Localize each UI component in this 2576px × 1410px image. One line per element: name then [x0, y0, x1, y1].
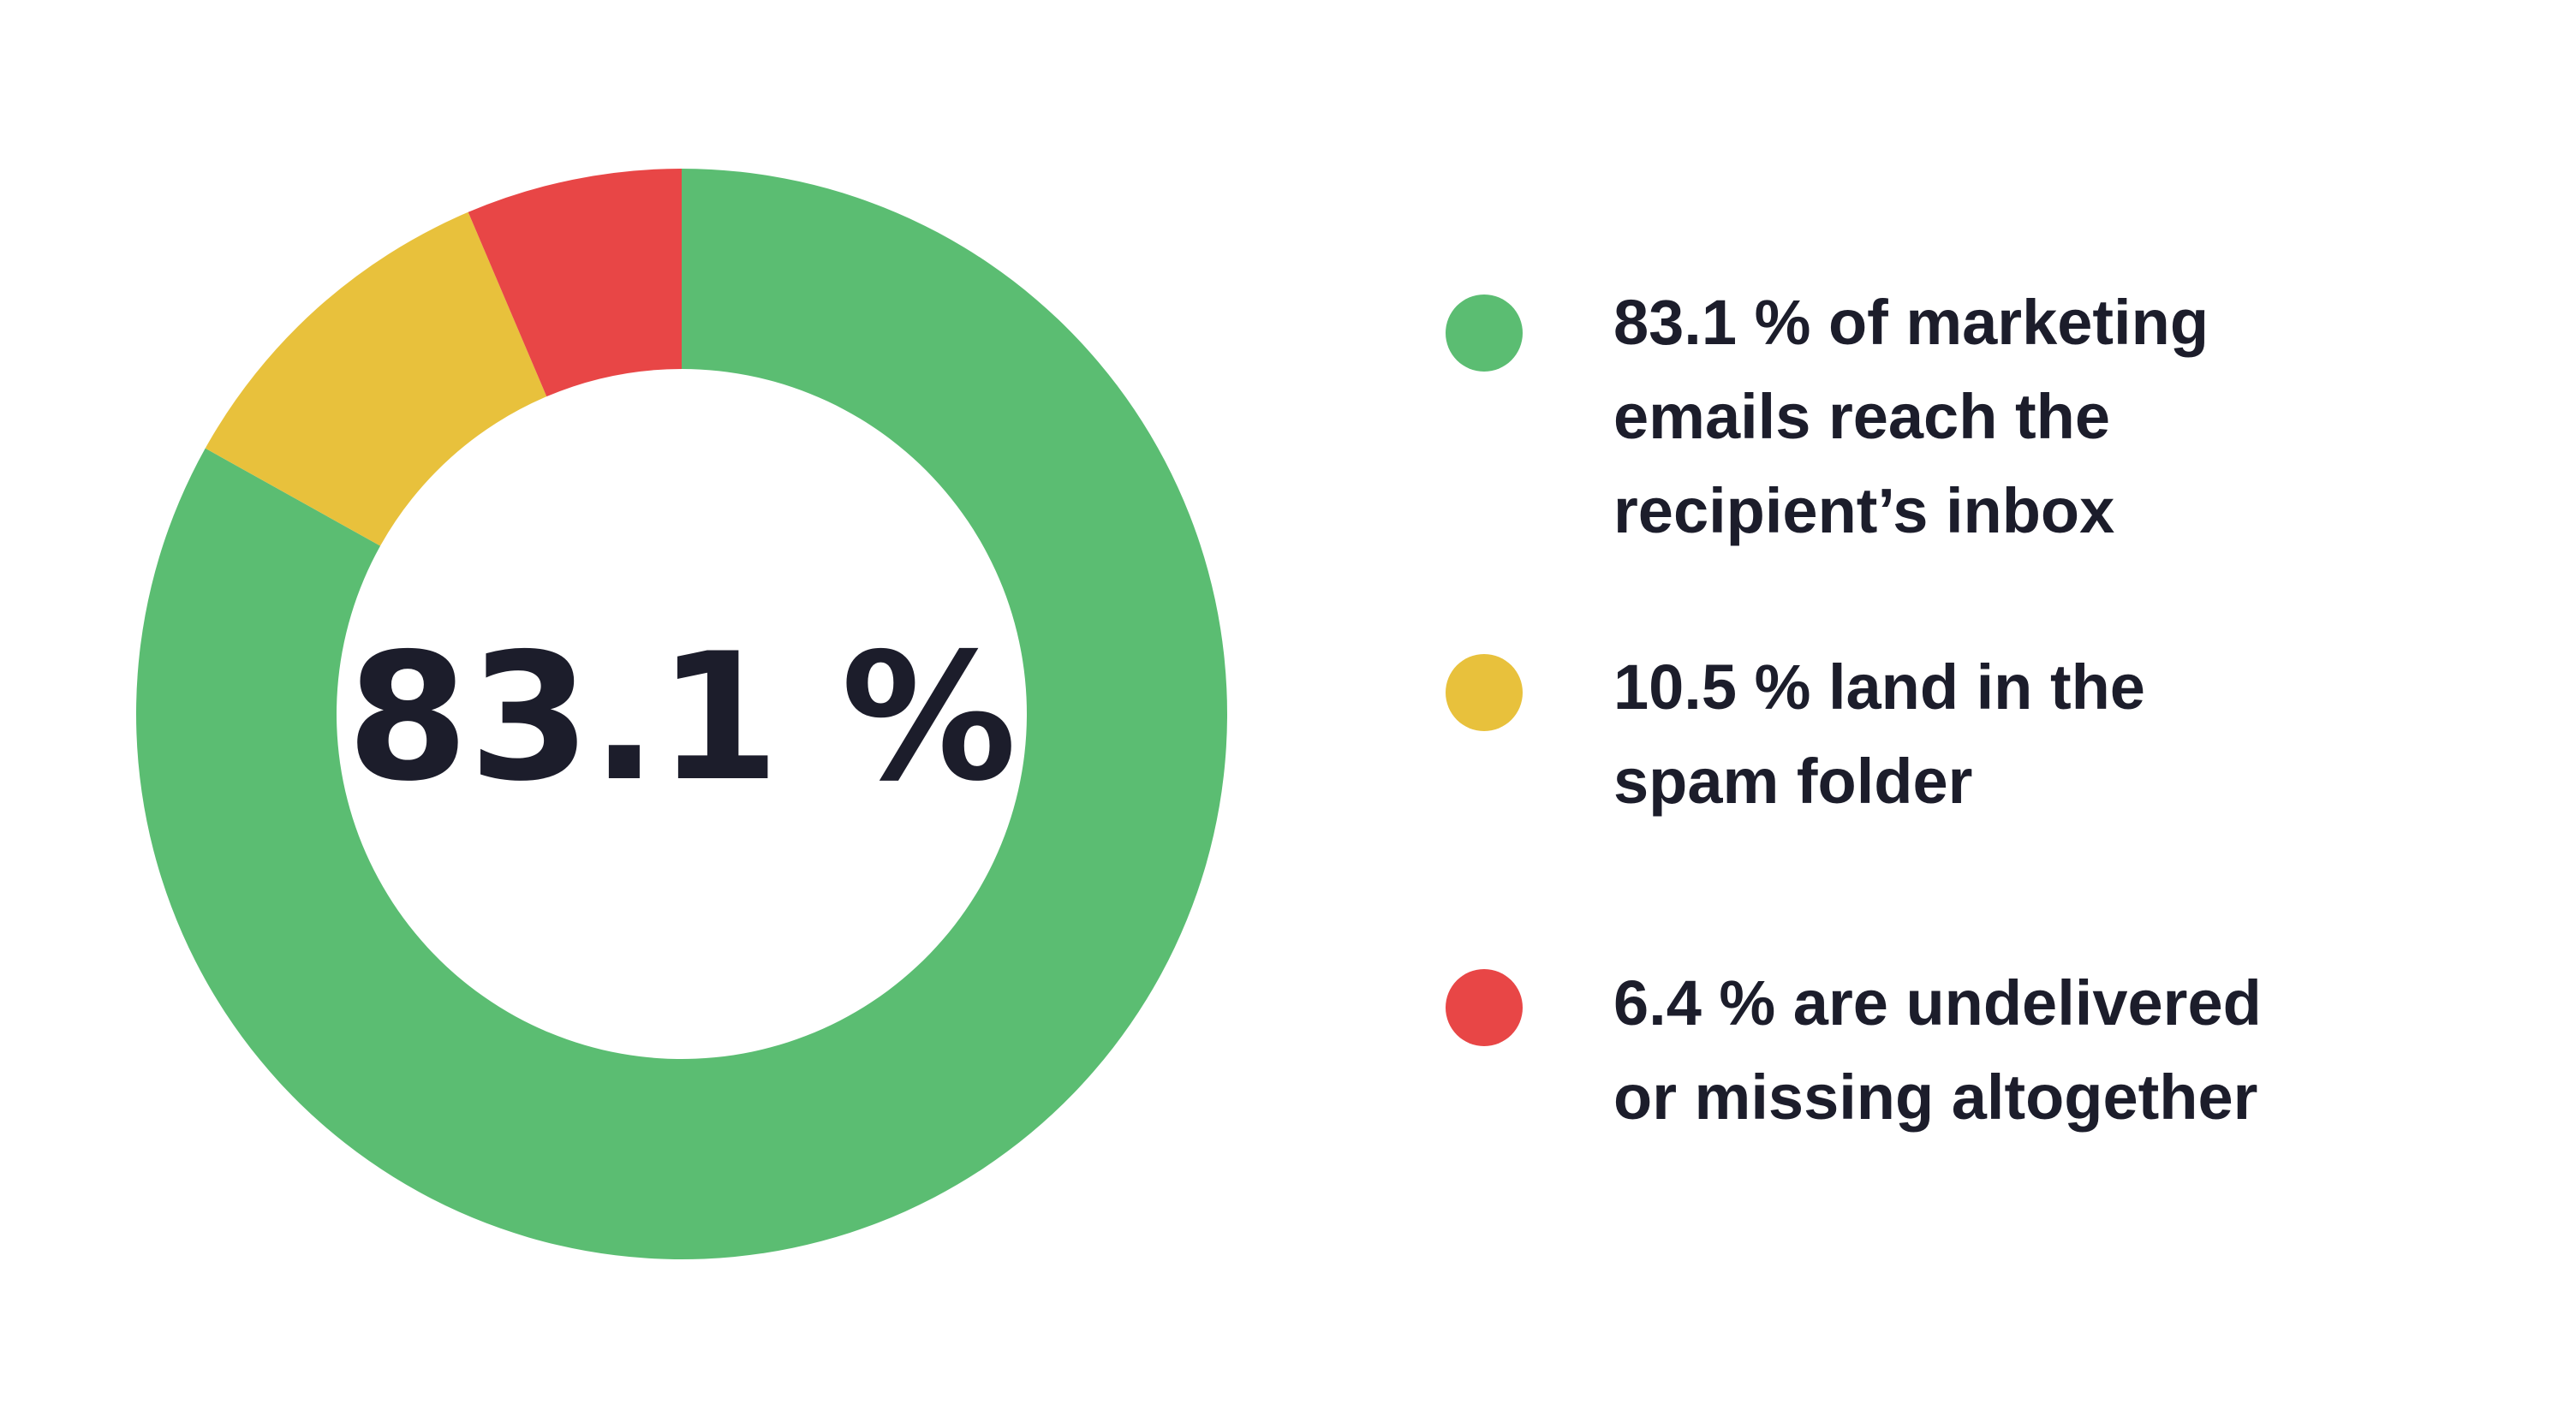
legend-label-spam: 10.5 % land in the spam folder [1613, 651, 2145, 817]
donut-slice-inbox [136, 169, 1228, 1259]
legend-label-undelivered: 6.4 % are undelivered or missing altoget… [1613, 967, 2262, 1133]
legend-dot-undelivered [1446, 969, 1523, 1046]
donut-slices [136, 169, 1228, 1259]
donut-chart: 83.1 % [136, 169, 1228, 1259]
legend-dot-spam [1446, 654, 1523, 731]
legend-label-inbox: 83.1 % of marketing emails reach the rec… [1613, 287, 2209, 546]
center-value-label: 83.1 % [347, 616, 1017, 820]
donut-slice-undelivered [468, 169, 682, 397]
legend: 83.1 % of marketing emails reach the rec… [1446, 0, 2525, 1410]
donut-slice-spam [205, 211, 547, 546]
legend-dot-inbox [1446, 294, 1523, 372]
